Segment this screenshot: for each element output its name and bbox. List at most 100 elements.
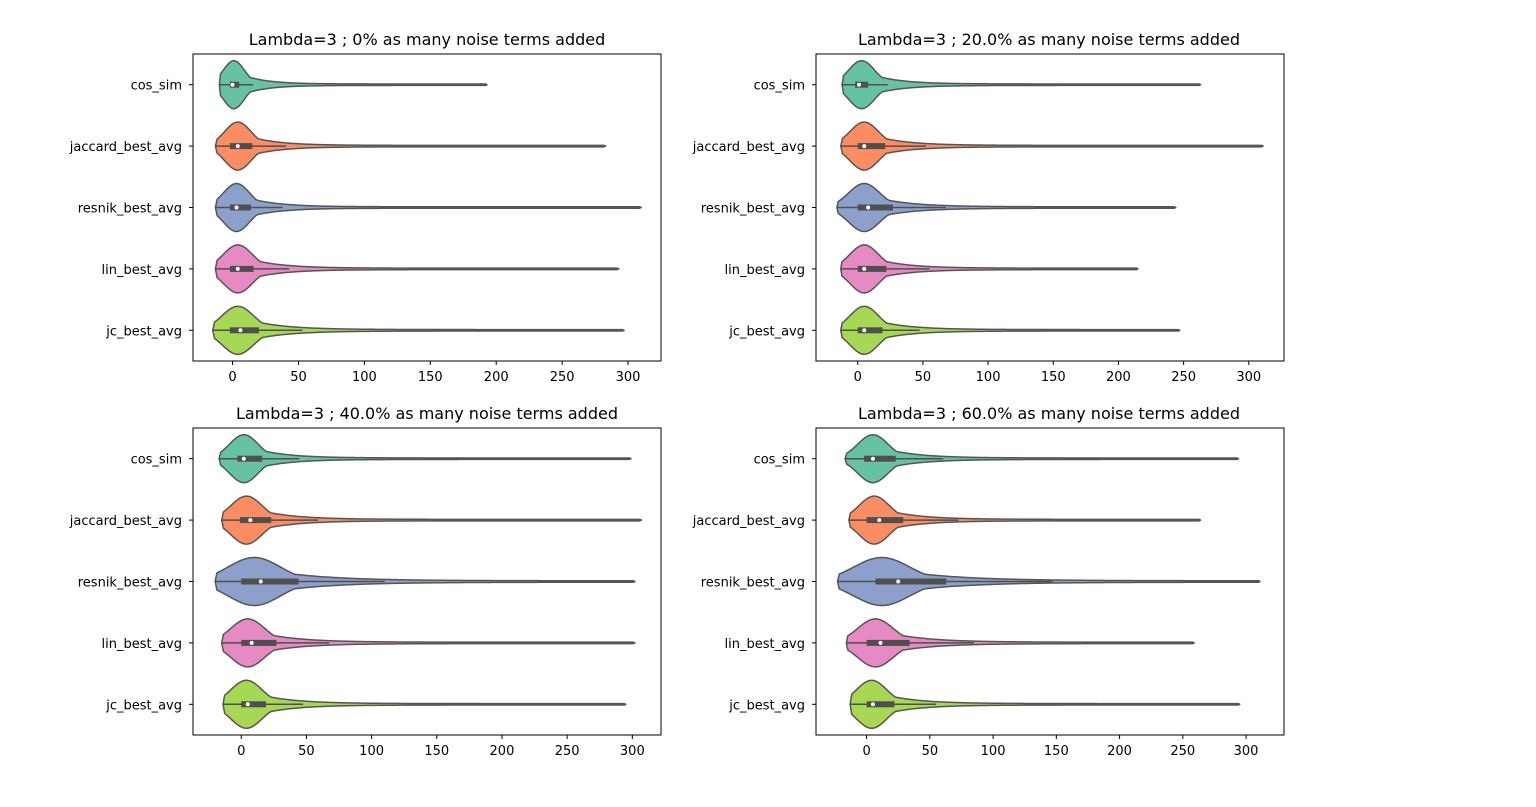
violin-plot-area	[214, 433, 643, 730]
iqr-box-jaccard_best_avg	[866, 517, 904, 524]
iqr-box-jaccard_best_avg	[239, 517, 272, 524]
panel-1: Lambda=3 ; 20.0% as many noise terms add…	[692, 30, 1285, 385]
x-tick-label-0: 0	[237, 744, 245, 759]
iqr-box-jc_best_avg	[229, 327, 259, 334]
violin-lin_best_avg	[220, 618, 636, 668]
panel-title: Lambda=3 ; 0% as many noise terms added	[249, 30, 606, 49]
median-dot-cos_sim	[230, 82, 235, 87]
y-tick-labels: cos_sim jaccard_best_avg resnik_best_avgli…	[69, 453, 193, 713]
panel-title: Lambda=3 ; 60.0% as many noise terms add…	[858, 404, 1240, 423]
y-tick-label-resnik_best_avg: resnik_best_avg	[701, 202, 805, 217]
x-tick-label-0: 0	[228, 370, 236, 385]
y-tick-label-jaccard_best_avg: jaccard_best_avg	[69, 140, 182, 155]
iqr-box-resnik_best_avg	[241, 578, 299, 585]
iqr-box-lin_best_avg	[866, 639, 910, 646]
x-tick-label-250: 250	[550, 370, 575, 385]
x-tick-label-50: 50	[290, 370, 307, 385]
x-tick-label-50: 50	[922, 744, 939, 759]
x-tick-label-150: 150	[1044, 744, 1069, 759]
y-tick-labels: cos_sim jaccard_best_avg resnik_best_avgli…	[69, 79, 193, 339]
median-dot-jaccard_best_avg	[877, 518, 882, 523]
median-dot-jaccard_best_avg	[248, 518, 253, 523]
panel-0: Lambda=3 ; 0% as many noise terms added …	[69, 30, 662, 385]
x-tick-label-50: 50	[915, 370, 932, 385]
median-dot-lin_best_avg	[235, 266, 240, 271]
violin-lin_best_avg	[845, 618, 1195, 668]
violin-lin_best_avg	[840, 244, 1139, 294]
median-dot-jc_best_avg	[870, 702, 875, 707]
violin-resnik_best_avg	[214, 556, 636, 607]
iqr-box-lin_best_avg	[241, 639, 277, 646]
iqr-box-jc_best_avg	[241, 701, 267, 708]
violin-cos_sim	[218, 59, 488, 110]
violin-jaccard_best_avg	[220, 495, 643, 545]
iqr-box-lin_best_avg	[857, 265, 887, 272]
x-tick-label-250: 250	[1171, 370, 1196, 385]
violin-resnik_best_avg	[836, 182, 1177, 233]
x-tick-label-150: 150	[1041, 370, 1066, 385]
x-tick-label-0: 0	[862, 744, 870, 759]
median-dot-jc_best_avg	[238, 328, 243, 333]
x-tick-label-0: 0	[854, 370, 862, 385]
y-tick-label-resnik_best_avg: resnik_best_avg	[78, 576, 182, 591]
violin-jc_best_avg	[840, 305, 1181, 356]
y-tick-label-cos_sim: cos_sim	[131, 453, 182, 468]
median-dot-lin_best_avg	[862, 266, 867, 271]
panel-title: Lambda=3 ; 20.0% as many noise terms add…	[858, 30, 1240, 49]
y-tick-label-lin_best_avg: lin_best_avg	[725, 263, 806, 278]
violin-plot-area	[836, 59, 1264, 356]
x-tick-label-200: 200	[490, 744, 515, 759]
median-dot-cos_sim	[870, 456, 875, 461]
median-dot-lin_best_avg	[249, 640, 254, 645]
y-tick-labels: cos_sim jaccard_best_avg resnik_best_avgli…	[692, 453, 816, 713]
iqr-box-cos_sim	[237, 455, 263, 462]
y-tick-label-cos_sim: cos_sim	[754, 79, 805, 94]
y-tick-label-jc_best_avg: jc_best_avg	[728, 698, 805, 713]
violin-jaccard_best_avg	[840, 121, 1264, 171]
iqr-box-cos_sim	[855, 81, 869, 88]
x-tick-label-100: 100	[976, 370, 1001, 385]
x-tick-label-150: 150	[418, 370, 443, 385]
median-dot-resnik_best_avg	[896, 579, 901, 584]
violin-jc_best_avg	[212, 305, 625, 356]
x-tick-label-200: 200	[484, 370, 509, 385]
y-tick-label-cos_sim: cos_sim	[754, 453, 805, 468]
x-tick-label-150: 150	[424, 744, 449, 759]
violin-jaccard_best_avg	[848, 495, 1202, 545]
violin-jc_best_avg	[222, 679, 627, 730]
violin-lin_best_avg	[214, 244, 620, 294]
median-dot-resnik_best_avg	[866, 205, 871, 210]
median-dot-jc_best_avg	[245, 702, 250, 707]
iqr-box-jc_best_avg	[866, 701, 895, 708]
violin-cos_sim	[218, 433, 632, 484]
x-ticks: 0 50 100 150 200 250 300	[854, 361, 1261, 385]
x-tick-label-200: 200	[1107, 744, 1132, 759]
violin-cos_sim	[844, 433, 1240, 484]
y-tick-label-jaccard_best_avg: jaccard_best_avg	[692, 140, 805, 155]
panel-2: Lambda=3 ; 40.0% as many noise terms add…	[69, 404, 662, 759]
y-tick-label-jc_best_avg: jc_best_avg	[105, 698, 182, 713]
iqr-box-resnik_best_avg	[875, 578, 947, 585]
median-dot-cos_sim	[241, 456, 246, 461]
iqr-box-resnik_best_avg	[229, 204, 252, 211]
violin-jc_best_avg	[849, 679, 1241, 730]
median-dot-resnik_best_avg	[234, 205, 239, 210]
median-dot-jaccard_best_avg	[235, 144, 240, 149]
y-tick-labels: cos_sim jaccard_best_avg resnik_best_avgli…	[692, 79, 816, 339]
median-dot-jaccard_best_avg	[862, 144, 867, 149]
median-dot-lin_best_avg	[878, 640, 883, 645]
x-tick-label-300: 300	[616, 370, 641, 385]
iqr-box-jaccard_best_avg	[857, 143, 886, 150]
panel-3: Lambda=3 ; 60.0% as many noise terms add…	[692, 404, 1285, 759]
y-tick-label-resnik_best_avg: resnik_best_avg	[701, 576, 805, 591]
x-tick-label-100: 100	[352, 370, 377, 385]
x-tick-label-100: 100	[981, 744, 1006, 759]
y-tick-label-jc_best_avg: jc_best_avg	[105, 324, 182, 339]
violin-plot-area	[212, 59, 642, 356]
y-tick-label-jc_best_avg: jc_best_avg	[728, 324, 805, 339]
violin-cos_sim	[841, 59, 1202, 110]
median-dot-resnik_best_avg	[258, 579, 263, 584]
median-dot-cos_sim	[857, 82, 862, 87]
